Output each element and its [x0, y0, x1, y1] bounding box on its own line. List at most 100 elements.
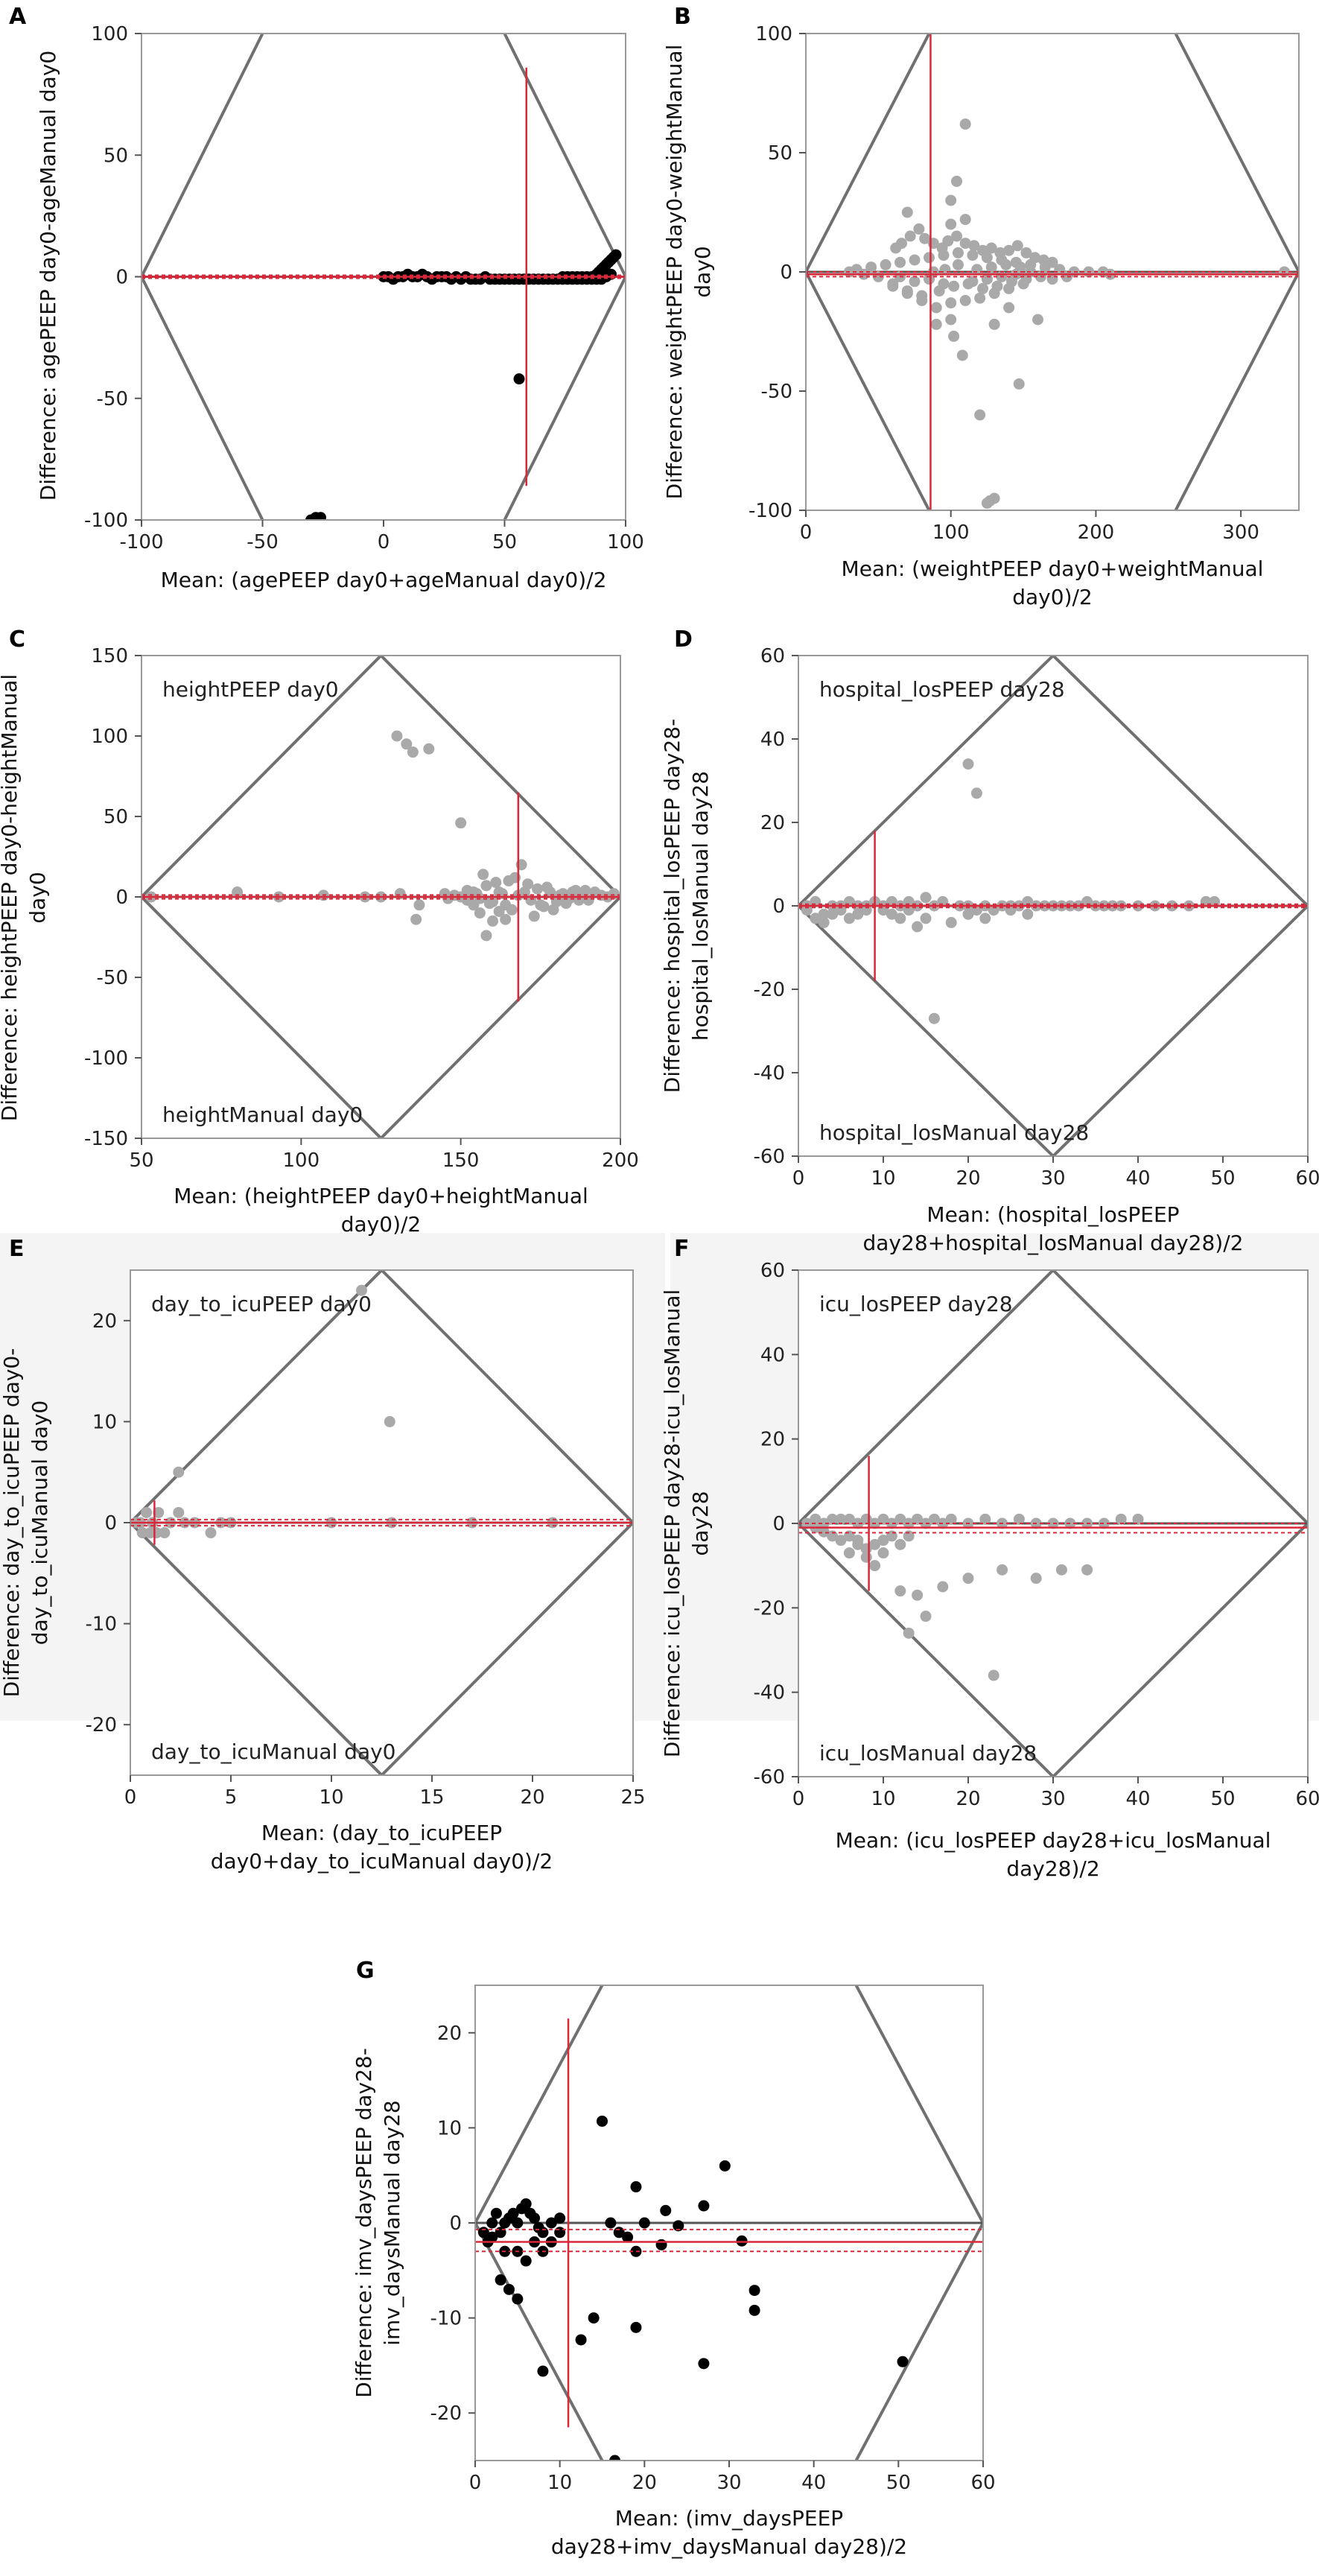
- panel-c-x-axis-label: day0)/2: [341, 1212, 422, 1237]
- panel-b-data-point: [994, 247, 1006, 258]
- panel-c-data-point: [455, 817, 467, 829]
- panel-b-data-point: [950, 230, 962, 242]
- panel-c-corner-top-label: heightPEEP day0: [162, 677, 339, 702]
- panel-b-data-point: [1000, 258, 1012, 270]
- panel-c-data-point: [448, 889, 460, 901]
- panel-f-corner-bottom-label: icu_losManual day28: [819, 1741, 1037, 1766]
- panel-g-data-point: [698, 2200, 710, 2212]
- panel-e-data-point: [173, 1506, 185, 1518]
- panel-e-x-axis-label: day0+day_to_icuManual day0)/2: [211, 1849, 553, 1874]
- panel-a-y-tick-label: -100: [84, 510, 128, 532]
- panel-a-y-tick-label: -50: [97, 388, 128, 410]
- panel-g-data-point: [749, 2285, 760, 2297]
- panel-a-y-axis-label: Difference: agePEEP day0-ageManual day0: [36, 51, 60, 501]
- panel-a-y-tick-label: 100: [91, 23, 128, 45]
- panel-d-y-tick-label: 0: [772, 895, 785, 918]
- panel-b-data-point: [984, 495, 996, 507]
- panel-c-data-point: [401, 738, 413, 750]
- panel-c-data-point: [567, 886, 579, 898]
- panel-f-data-point: [886, 1517, 897, 1529]
- panel-f-data-point: [912, 1513, 924, 1525]
- panel-b-data-point: [1032, 314, 1044, 326]
- panel-b-data-point: [1005, 276, 1017, 288]
- panel-f-x-tick-label: 10: [871, 1788, 895, 1810]
- panel-g-data-point: [545, 2217, 557, 2229]
- panel-g-x-tick-label: 20: [632, 2472, 657, 2494]
- panel-e-data-point: [356, 1284, 367, 1296]
- panel-f-data-point: [945, 1513, 957, 1525]
- panel-e: day_to_icuPEEP day0 day_to_icuManual day0…: [0, 1236, 646, 1874]
- panel-f-y-tick-label: 20: [760, 1429, 785, 1451]
- panel-b-data-point: [1046, 256, 1058, 268]
- panel-b-envelope-edge: [806, 271, 931, 510]
- panel-c-data-point: [232, 886, 244, 898]
- panel-f-data-point: [835, 1535, 847, 1546]
- panel-b-data-point: [865, 261, 877, 273]
- panel-b-data-point: [942, 235, 954, 247]
- panel-f: icu_losPEEP day28 icu_losManual day28 0 10 2…: [660, 1236, 1319, 1881]
- panel-b-envelope-edge: [806, 34, 931, 273]
- panel-c-data-point: [423, 743, 435, 755]
- panel-g-data-point: [529, 2212, 541, 2224]
- panel-b-data-point: [930, 318, 942, 330]
- panel-c-x-tick-label: 200: [602, 1149, 639, 1172]
- panel-g-y-tick-label: 20: [437, 2023, 462, 2045]
- panel-d-x-tick-label: 40: [1125, 1167, 1150, 1190]
- panel-d-data-point: [810, 913, 821, 924]
- panel-f-y-tick-label: -20: [754, 1597, 785, 1619]
- panel-e-data-point: [384, 1415, 395, 1427]
- panel-b-data-point: [1013, 378, 1025, 390]
- panel-f-data-point: [877, 1513, 889, 1525]
- panel-e-x-tick-label: 10: [319, 1786, 343, 1809]
- panel-g-data-point: [537, 2365, 549, 2377]
- panel-c-data-point: [487, 915, 499, 927]
- panel-d-data-point: [945, 916, 957, 928]
- panel-c-data-point: [493, 905, 505, 917]
- panel-d-data-point: [843, 913, 855, 924]
- panel-b-data-point: [977, 282, 989, 294]
- panel-f-data-point: [903, 1627, 915, 1639]
- panel-g-data-point: [554, 2227, 566, 2239]
- panel-d-envelope: [798, 656, 1308, 1156]
- panel-g-data-point: [749, 2304, 760, 2316]
- panel-c-y-tick-label: -50: [97, 967, 128, 989]
- panel-b-data-point: [896, 238, 908, 250]
- panel-f-data-point: [810, 1513, 821, 1525]
- panel-g-envelope-edge: [854, 2222, 983, 2461]
- panel-c-data-point: [480, 880, 492, 892]
- panel-a-data-point: [315, 512, 326, 520]
- panel-f-x-tick-label: 20: [956, 1788, 980, 1810]
- panel-d-x-axis-label: Mean: (hospital_losPEEP: [927, 1202, 1179, 1227]
- panel-f-corner-top-label: icu_losPEEP day28: [819, 1292, 1013, 1316]
- panel-g-data-point: [605, 2217, 617, 2229]
- panel-a-x-axis-label: Mean: (agePEEP day0+ageManual day0)/2: [161, 568, 607, 592]
- panel-b-data-point: [950, 175, 962, 187]
- panel-e-x-axis-label: Mean: (day_to_icuPEEP: [261, 1821, 502, 1845]
- panel-g-data-point: [673, 2220, 684, 2232]
- panel-d-y-tick-label: -20: [754, 979, 785, 1001]
- panel-g-data-point: [660, 2204, 672, 2216]
- panel-b-data-point: [930, 302, 942, 314]
- panel-c-y-axis-label: Difference: heightPEEP day0-heightManual: [0, 674, 22, 1121]
- panel-g-data-point: [655, 2239, 667, 2250]
- panel-b-x-axis-label: day0)/2: [1012, 585, 1093, 609]
- panel-g-data-point: [719, 2160, 731, 2171]
- panel-c-y-tick-label: 50: [104, 806, 128, 828]
- panel-b-data-point: [985, 242, 997, 254]
- panel-b-data-point: [948, 280, 960, 292]
- panel-g-data-point: [575, 2334, 587, 2346]
- panel-b-data-point: [959, 238, 971, 250]
- panel-d-data-point: [970, 787, 982, 799]
- panel-e-x-tick-label: 15: [419, 1786, 444, 1809]
- panel-d-y-axis-label: hospital_losManual day28: [688, 771, 713, 1041]
- panel-e-data-point: [141, 1506, 153, 1518]
- panel-b-data-point: [974, 409, 986, 421]
- panel-g-data-point: [533, 2221, 544, 2233]
- panel-b-data-point: [945, 314, 957, 326]
- panel-b-data-point: [919, 232, 931, 244]
- panel-a-x-tick-label: 50: [492, 531, 517, 553]
- panel-g-y-tick-label: 0: [449, 2212, 462, 2235]
- panel-f-y-axis-label: day28: [688, 1491, 713, 1555]
- panel-b-data-point: [967, 250, 979, 261]
